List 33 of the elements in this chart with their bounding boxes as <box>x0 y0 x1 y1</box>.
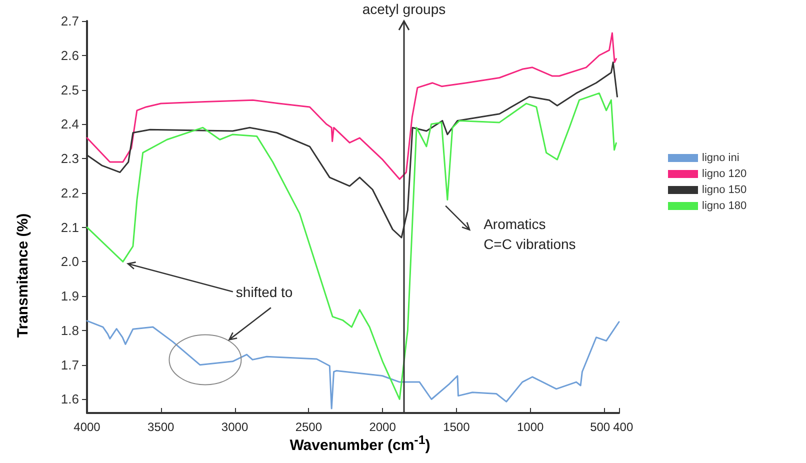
ref-line-label: acetyl groups <box>362 1 446 17</box>
y-tick-label: 1.7 <box>60 357 79 372</box>
y-tick-label: 1.8 <box>60 322 79 338</box>
y-axis-title: Transmitance (%) <box>14 212 32 338</box>
x-tick-label: 2000 <box>369 419 396 436</box>
y-tick-label: 2.0 <box>60 254 79 270</box>
y-tick-label: 2.2 <box>60 185 79 200</box>
x-tick-label: 3500 <box>148 419 174 436</box>
x-tick-label: 3000 <box>221 419 248 436</box>
x-tick-label: 400 <box>613 419 634 436</box>
legend-label: ligno 150 <box>702 184 747 196</box>
y-tick-label: 2.7 <box>60 14 79 28</box>
line-series <box>86 320 620 410</box>
y-tick-label: 2.5 <box>60 82 79 98</box>
legend-label: ligno ini <box>702 152 740 164</box>
legend-label: ligno 180 <box>702 200 747 212</box>
x-tick-label: 1500 <box>443 419 470 436</box>
x-tick-label: 2500 <box>295 419 322 436</box>
x-tick-label: 500 <box>590 419 610 436</box>
legend-label: ligno 120 <box>702 168 747 180</box>
y-tick-label: 2.1 <box>60 220 79 235</box>
line-series <box>86 92 617 400</box>
annotation: shifted to <box>236 282 293 302</box>
y-tick-label: 2.4 <box>60 116 79 132</box>
y-tick-label: 2.6 <box>60 48 79 63</box>
x-tick-label: 1000 <box>516 419 544 436</box>
line-series <box>86 32 617 180</box>
annotation: Aromatics C=C vibrations <box>484 214 576 254</box>
x-tick-label: 4000 <box>74 419 100 436</box>
x-axis-title: Wavenumber (cm$^{-1}$) <box>288 433 432 454</box>
y-tick-label: 2.3 <box>60 151 79 166</box>
y-tick-label: 1.9 <box>60 288 79 304</box>
y-tick-label: 1.6 <box>60 392 79 407</box>
